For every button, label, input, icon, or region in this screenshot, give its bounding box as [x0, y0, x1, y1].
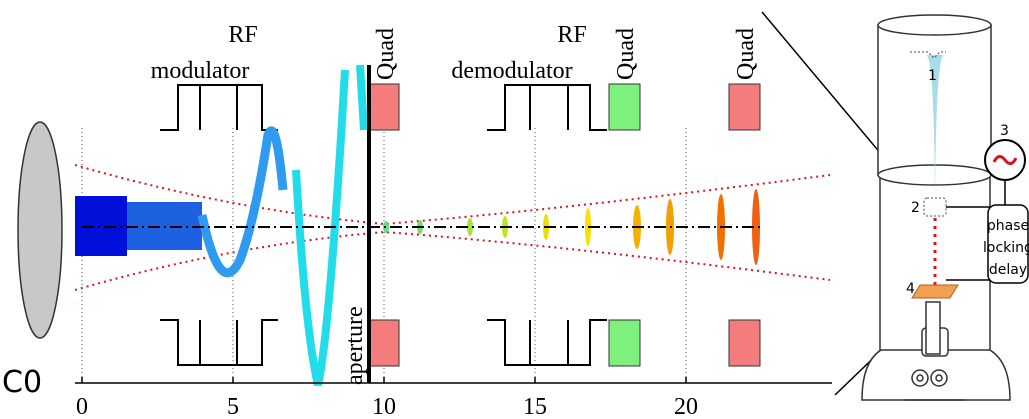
rf-waveforms	[160, 84, 607, 366]
envelope	[74, 230, 831, 291]
delay-box	[987, 204, 1029, 284]
aperture-label: aperture	[342, 306, 368, 385]
sample	[911, 284, 959, 299]
box-label: locking	[983, 240, 1029, 256]
beam-wave	[292, 64, 368, 386]
marker: 4	[906, 281, 915, 297]
rf-label: RF	[228, 22, 257, 48]
x-tick-label: 10	[372, 394, 396, 419]
x-tick-label: 5	[227, 394, 239, 419]
rf-symbol	[992, 155, 1018, 165]
signal-lines	[946, 180, 1006, 283]
x-tick-label: 0	[76, 394, 88, 419]
marker: 3	[1000, 123, 1009, 139]
lens	[17, 121, 63, 339]
x-tick-label: 15	[523, 394, 547, 419]
x-tick-label: 20	[674, 394, 698, 419]
quad-label: Quad	[733, 28, 759, 80]
rf-label: RF	[557, 22, 586, 48]
cathode	[910, 51, 946, 59]
lens-label: C0	[2, 365, 42, 400]
electron-beam	[926, 55, 944, 200]
beam-wave	[197, 126, 288, 278]
box-label: phase	[987, 218, 1029, 234]
marker: 2	[911, 200, 920, 216]
beam-pulses	[383, 189, 760, 265]
rf-label: demodulator	[451, 58, 572, 84]
marker: 1	[928, 68, 937, 84]
quadrupoles	[368, 83, 761, 367]
quad-label: Quad	[373, 28, 399, 80]
cavity	[923, 197, 947, 217]
box-label: delay	[989, 262, 1027, 278]
quad-label: Quad	[613, 28, 639, 80]
rf-label: modulator	[151, 58, 250, 84]
envelope	[74, 164, 831, 226]
